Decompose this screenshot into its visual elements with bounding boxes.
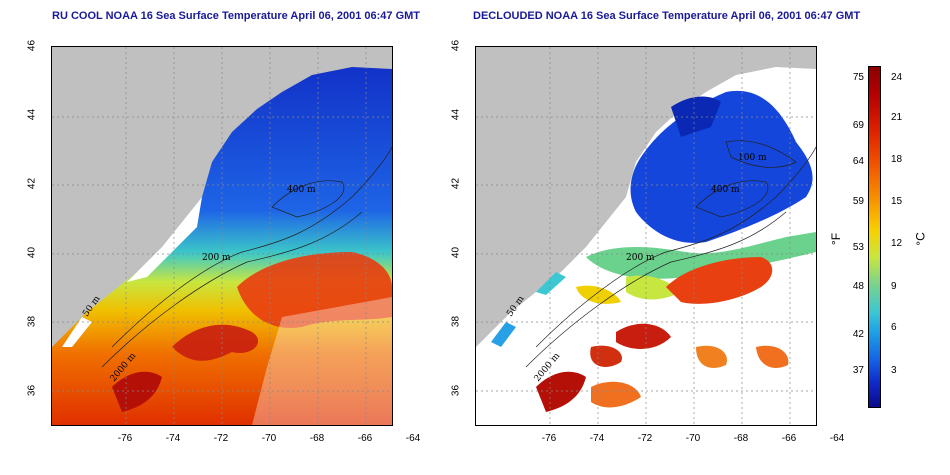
celsius-tick: 12 <box>891 238 903 249</box>
fahrenheit-tick: 37 <box>852 365 864 376</box>
fahrenheit-tick: 69 <box>852 120 864 131</box>
contour-label-400m-left: 400 m <box>287 185 316 195</box>
x-tick: -66 <box>357 433 373 444</box>
left-sst-map: 200 m 400 m 2000 m 50 m <box>51 46 393 426</box>
y-tick: 46 <box>26 39 38 52</box>
y-tick: 44 <box>26 108 38 121</box>
celsius-tick: 6 <box>891 322 897 333</box>
x-tick: -66 <box>781 433 797 444</box>
y-tick: 38 <box>26 315 38 328</box>
left-map-title: RU COOL NOAA 16 Sea Surface Temperature … <box>52 10 421 22</box>
y-tick: 44 <box>450 108 462 121</box>
y-tick: 38 <box>450 315 462 328</box>
right-map-title: DECLOUDED NOAA 16 Sea Surface Temperatur… <box>473 10 861 22</box>
celsius-tick: 3 <box>891 365 897 376</box>
x-tick: -74 <box>589 433 605 444</box>
y-tick: 42 <box>450 177 462 190</box>
x-tick: -70 <box>685 433 701 444</box>
fahrenheit-tick: 75 <box>852 72 864 83</box>
contour-label-200m-right: 200 m <box>626 253 655 263</box>
y-tick: 36 <box>26 384 38 397</box>
fahrenheit-tick: 64 <box>852 156 864 167</box>
x-tick: -72 <box>637 433 653 444</box>
celsius-tick: 21 <box>891 112 903 123</box>
celsius-tick: 9 <box>891 281 897 292</box>
celsius-tick: 15 <box>891 196 903 207</box>
left-sst-image: 200 m 400 m 2000 m 50 m <box>52 47 392 425</box>
contour-label-100m-right: 100 m <box>738 153 767 163</box>
fahrenheit-tick: 53 <box>852 242 864 253</box>
x-tick: -70 <box>261 433 277 444</box>
x-tick: -74 <box>165 433 181 444</box>
celsius-unit-label: °C <box>913 232 928 246</box>
fahrenheit-tick: 59 <box>852 196 864 207</box>
y-tick: 46 <box>450 39 462 52</box>
x-tick: -68 <box>733 433 749 444</box>
celsius-tick: 18 <box>891 154 903 165</box>
temperature-colorbar <box>868 66 881 408</box>
fahrenheit-tick: 42 <box>852 329 864 340</box>
x-tick: -68 <box>309 433 325 444</box>
right-sst-image: 200 m 400 m 100 m 2000 m 50 m <box>476 47 816 425</box>
contour-label-200m-left: 200 m <box>202 253 231 263</box>
x-tick: -72 <box>213 433 229 444</box>
y-tick: 40 <box>450 246 462 259</box>
x-tick: -76 <box>117 433 133 444</box>
right-sst-map: 200 m 400 m 100 m 2000 m 50 m <box>475 46 817 426</box>
fahrenheit-unit-label: °F <box>829 232 844 246</box>
celsius-tick: 24 <box>891 72 903 83</box>
y-tick: 36 <box>450 384 462 397</box>
x-tick: -64 <box>405 433 421 444</box>
contour-label-400m-right: 400 m <box>711 185 740 195</box>
y-tick: 40 <box>26 246 38 259</box>
y-tick: 42 <box>26 177 38 190</box>
x-tick: -64 <box>829 433 845 444</box>
fahrenheit-tick: 48 <box>852 281 864 292</box>
x-tick: -76 <box>541 433 557 444</box>
